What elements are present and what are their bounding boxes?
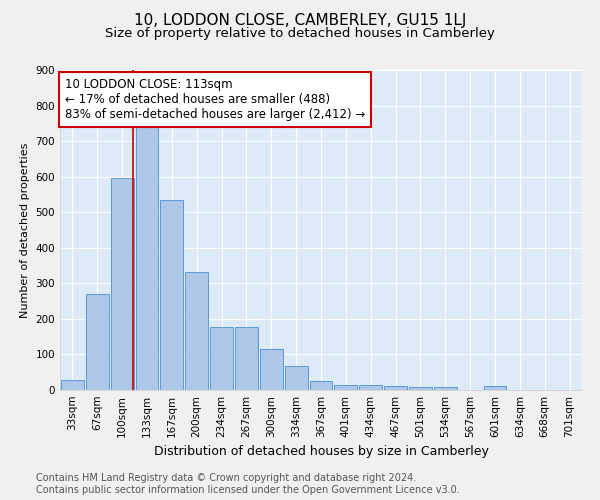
Bar xyxy=(185,272,208,390)
Text: Size of property relative to detached houses in Camberley: Size of property relative to detached ho… xyxy=(105,28,495,40)
Bar xyxy=(359,386,382,390)
Bar xyxy=(260,349,283,390)
X-axis label: Distribution of detached houses by size in Camberley: Distribution of detached houses by size … xyxy=(154,446,488,458)
Bar xyxy=(160,200,183,390)
Bar xyxy=(384,386,407,390)
Bar xyxy=(334,384,357,390)
Bar xyxy=(136,127,158,390)
Bar xyxy=(310,381,332,390)
Bar xyxy=(111,178,134,390)
Bar xyxy=(285,366,308,390)
Text: 10 LODDON CLOSE: 113sqm
← 17% of detached houses are smaller (488)
83% of semi-d: 10 LODDON CLOSE: 113sqm ← 17% of detache… xyxy=(65,78,365,121)
Y-axis label: Number of detached properties: Number of detached properties xyxy=(20,142,30,318)
Text: 10, LODDON CLOSE, CAMBERLEY, GU15 1LJ: 10, LODDON CLOSE, CAMBERLEY, GU15 1LJ xyxy=(134,12,466,28)
Bar xyxy=(210,326,233,390)
Bar xyxy=(484,386,506,390)
Text: Contains HM Land Registry data © Crown copyright and database right 2024.
Contai: Contains HM Land Registry data © Crown c… xyxy=(36,474,460,495)
Bar xyxy=(434,387,457,390)
Bar xyxy=(235,326,258,390)
Bar xyxy=(61,380,84,390)
Bar xyxy=(86,294,109,390)
Bar xyxy=(409,387,432,390)
